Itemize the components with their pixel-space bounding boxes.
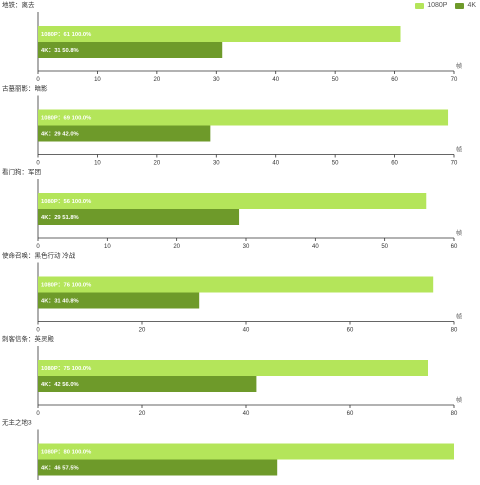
chart-1-title: 地铁：离去 (2, 0, 35, 9)
legend-swatch-1080p (415, 2, 425, 9)
chart-5-x-tick-label: 80 (451, 411, 458, 417)
chart-2-bar-4k (38, 125, 211, 142)
chart-3-x-axis-name: 帧 (456, 229, 462, 237)
chart-6-bar-label-4k: 4K：46 57.5% (41, 466, 79, 472)
chart-1-x-tick-label: 20 (154, 77, 161, 83)
chart-2-x-tick-label: 60 (391, 161, 398, 167)
chart-6-bar-label-1080p: 1080P：80 100.0% (41, 450, 91, 456)
chart-4-bar-label-1080p: 1080P：76 100.0% (41, 283, 91, 289)
chart-1-x-axis-name: 帧 (456, 62, 462, 70)
chart-5-x-tick-label: 60 (347, 411, 354, 417)
chart-3-bar-1080p (38, 193, 427, 209)
chart-4-x-tick-label: 0 (36, 328, 40, 334)
chart-1-bar-1080p (38, 26, 401, 42)
chart-2-x-tick-label: 50 (332, 161, 339, 167)
chart-3-x-tick-label: 20 (173, 244, 180, 250)
legend-swatch-4k (455, 2, 465, 9)
chart-2-x-tick-label: 30 (213, 161, 220, 167)
chart-5-x-tick-label: 0 (36, 411, 40, 417)
chart-1-x-tick-label: 10 (94, 77, 101, 83)
chart-2-x-tick-label: 10 (94, 161, 101, 167)
chart-1-bar-label-1080p: 1080P：61 100.0% (41, 32, 91, 38)
chart-3-x-tick-label: 0 (36, 244, 40, 250)
chart-3-x-tick-label: 50 (381, 244, 388, 250)
chart-3-x-tick-label: 40 (312, 244, 319, 250)
chart-3-x-tick-label: 10 (104, 244, 111, 250)
chart-4-title: 使命召唤：黑色行动 冷战 (2, 251, 76, 260)
legend-label-4k: 4K (467, 2, 476, 9)
chart-3-bar-label-4k: 4K：29 51.8% (41, 215, 79, 221)
chart-5-x-axis-name: 帧 (456, 396, 462, 404)
chart-1-bar-label-4k: 4K：31 50.8% (41, 48, 79, 54)
chart-3-x-tick-label: 60 (451, 244, 458, 250)
chart-5-x-tick-label: 20 (139, 411, 146, 417)
chart-2-x-axis-name: 帧 (456, 146, 462, 154)
chart-4-x-tick-label: 40 (243, 328, 250, 334)
chart-4-x-tick-label: 60 (347, 328, 354, 334)
chart-2-x-tick-label: 70 (451, 161, 458, 167)
legend-item-4k[interactable]: 4K (455, 2, 476, 9)
chart-2-title: 古墓丽影：暗影 (2, 84, 48, 93)
chart-4-x-tick-label: 20 (139, 328, 146, 334)
legend-item-1080p[interactable]: 1080P (415, 2, 447, 9)
chart-5-bar-label-1080p: 1080P：75 100.0% (41, 366, 91, 372)
chart-1-x-tick-label: 40 (272, 77, 279, 83)
chart-2-x-tick-label: 40 (272, 161, 279, 167)
chart-5-bar-4k (38, 376, 257, 392)
chart-3-x-tick-label: 30 (243, 244, 250, 250)
chart-1-x-tick-label: 60 (391, 77, 398, 83)
chart-5-bar-1080p (38, 360, 428, 376)
chart-3-title: 看门狗：军团 (2, 167, 41, 176)
chart-3-bar-label-1080p: 1080P：56 100.0% (41, 199, 91, 205)
chart-4-bar-4k (38, 292, 200, 309)
chart-2-bar-label-4k: 4K：29 42.0% (41, 132, 79, 138)
chart-3-bar-4k (38, 209, 240, 225)
chart-2-bar-1080p (38, 109, 449, 126)
chart-1-x-tick-label: 50 (332, 77, 339, 83)
chart-2-x-tick-label: 0 (36, 161, 40, 167)
chart-4-x-tick-label: 80 (451, 328, 458, 334)
legend[interactable]: 1080P 4K (415, 2, 476, 9)
chart-5-bar-label-4k: 4K：42 56.0% (41, 382, 79, 388)
chart-1-x-tick-label: 70 (451, 77, 458, 83)
chart-2-x-tick-label: 20 (154, 161, 161, 167)
chart-4-x-axis-name: 帧 (456, 313, 462, 321)
chart-6-title: 无主之地3 (2, 418, 32, 427)
chart-1-bar-4k (38, 42, 223, 58)
chart-5-title: 刺客信条：英灵殿 (2, 334, 55, 343)
chart-6-bar-1080p (38, 443, 454, 460)
chart-4-bar-label-4k: 4K：31 40.8% (41, 299, 79, 305)
chart-4-bar-1080p (38, 276, 434, 293)
chart-1-x-tick-label: 30 (213, 77, 220, 83)
legend-label-1080p: 1080P (427, 2, 448, 9)
chart-6-bar-4k (38, 459, 278, 476)
chart-1-x-tick-label: 0 (36, 77, 40, 83)
chart-2-bar-label-1080p: 1080P：69 100.0% (41, 116, 91, 122)
chart-5-x-tick-label: 40 (243, 411, 250, 417)
